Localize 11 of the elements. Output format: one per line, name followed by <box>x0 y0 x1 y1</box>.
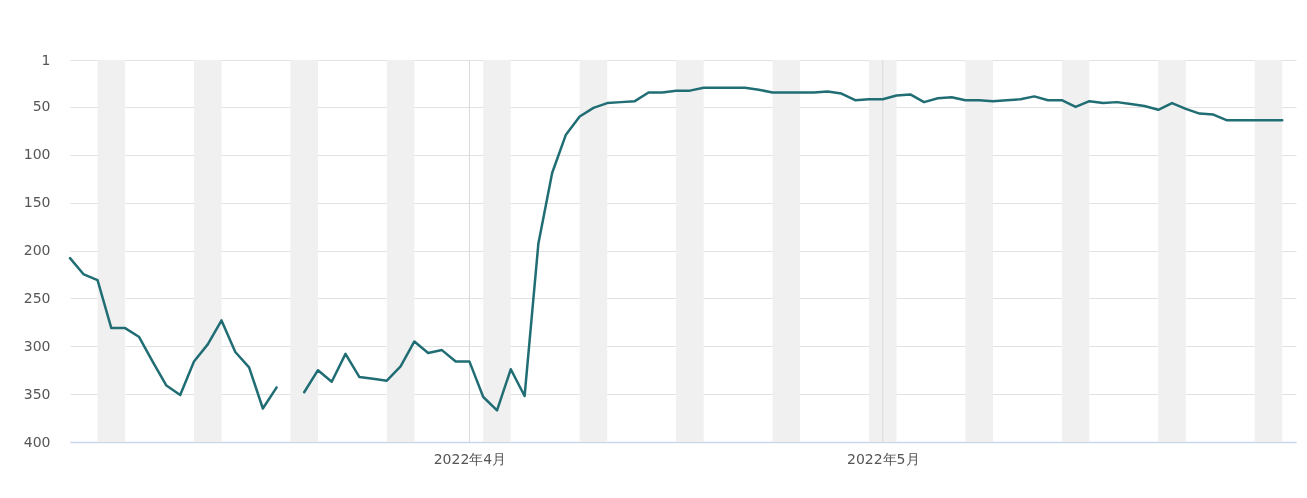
y-tick-label: 150 <box>23 194 51 211</box>
x-tick-label: 2022年4月 <box>433 450 507 467</box>
y-tick-label: 200 <box>23 242 51 259</box>
y-tick-label: 350 <box>23 385 51 402</box>
y-tick-label: 400 <box>23 433 51 450</box>
y-tick-label: 300 <box>23 337 51 354</box>
y-tick-label: 50 <box>32 98 51 115</box>
y-tick-label: 250 <box>23 289 51 306</box>
y-tick-label: 100 <box>23 146 51 163</box>
y-tick-label: 1 <box>41 51 51 68</box>
x-tick-label: 2022年5月 <box>846 450 920 467</box>
